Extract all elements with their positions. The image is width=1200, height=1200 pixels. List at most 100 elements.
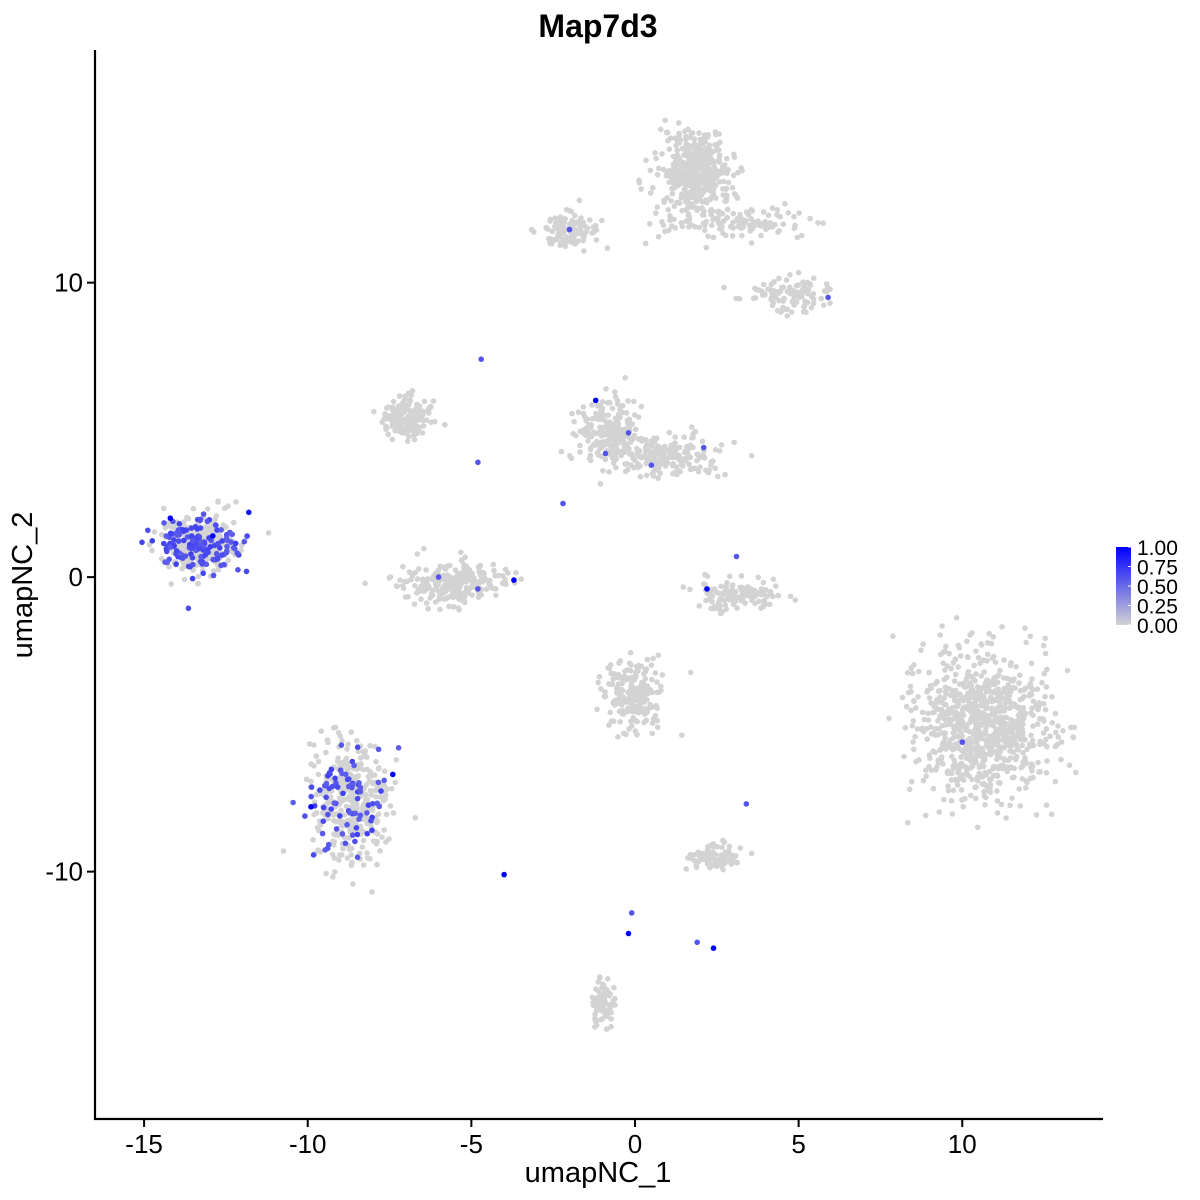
cell-point bbox=[1035, 706, 1041, 713]
cell-point bbox=[599, 399, 606, 405]
cell-point bbox=[658, 447, 664, 454]
cell-point bbox=[466, 577, 472, 583]
cell-point bbox=[1073, 769, 1079, 776]
cell-point bbox=[977, 688, 984, 695]
cell-point bbox=[991, 689, 997, 696]
cell-point bbox=[402, 594, 409, 600]
cell-point bbox=[402, 393, 408, 400]
cell-point bbox=[810, 296, 817, 303]
cell-point bbox=[721, 192, 728, 198]
cell-point bbox=[320, 810, 326, 816]
expressing-cell-point bbox=[356, 780, 362, 786]
cell-point bbox=[975, 654, 982, 661]
cell-point bbox=[703, 244, 709, 251]
cell-point bbox=[364, 766, 371, 773]
expressing-cell-point bbox=[700, 444, 707, 451]
expressing-cell-point bbox=[161, 540, 167, 547]
highlight-layer bbox=[139, 226, 966, 951]
cell-point bbox=[774, 307, 781, 314]
cell-point bbox=[923, 773, 929, 779]
cell-point bbox=[1030, 774, 1036, 781]
cell-point bbox=[616, 708, 623, 715]
expressing-cell-point bbox=[235, 567, 241, 573]
cell-point bbox=[331, 869, 338, 875]
cell-point bbox=[693, 142, 699, 148]
cell-point bbox=[215, 566, 222, 573]
cell-point bbox=[785, 210, 792, 216]
cell-point bbox=[609, 405, 616, 412]
cell-point bbox=[638, 186, 644, 192]
expressing-cell-point bbox=[375, 746, 382, 753]
cell-point bbox=[692, 224, 698, 230]
cell-point bbox=[960, 803, 966, 810]
cell-point bbox=[1004, 727, 1011, 734]
cell-point bbox=[659, 672, 666, 678]
cell-point bbox=[632, 457, 638, 464]
cell-point bbox=[338, 822, 344, 829]
cell-point bbox=[726, 843, 733, 850]
cell-point bbox=[973, 648, 979, 654]
cell-point bbox=[989, 655, 996, 661]
cell-point bbox=[760, 579, 767, 586]
expressing-cell-point bbox=[710, 945, 717, 951]
cell-point bbox=[963, 724, 970, 730]
cell-point bbox=[265, 530, 272, 536]
cell-point bbox=[904, 670, 911, 676]
cell-point bbox=[429, 587, 436, 594]
cell-point bbox=[709, 852, 716, 858]
cell-point bbox=[311, 811, 317, 818]
cell-point bbox=[959, 797, 965, 803]
expressing-cell-point bbox=[207, 544, 214, 550]
cell-point bbox=[414, 576, 421, 582]
cell-point bbox=[1013, 721, 1019, 728]
cell-point bbox=[997, 667, 1003, 674]
cell-point bbox=[596, 974, 603, 980]
y-tick-label: 0 bbox=[69, 562, 83, 592]
cell-point bbox=[984, 719, 990, 725]
cell-point bbox=[787, 284, 793, 291]
cell-point bbox=[647, 167, 654, 174]
cell-point bbox=[1015, 747, 1022, 753]
cell-point bbox=[815, 220, 821, 226]
cell-point bbox=[493, 592, 499, 599]
cell-point bbox=[671, 175, 678, 182]
expressing-cell-point bbox=[186, 541, 193, 548]
cell-point bbox=[715, 473, 721, 480]
expressing-cell-point bbox=[182, 553, 189, 559]
cell-point bbox=[650, 655, 656, 662]
cell-point bbox=[606, 722, 612, 728]
cell-point bbox=[426, 410, 432, 416]
cell-point bbox=[967, 757, 973, 764]
cell-point bbox=[1044, 666, 1050, 673]
cell-point bbox=[1002, 700, 1009, 706]
cell-point bbox=[749, 208, 756, 214]
cell-point bbox=[571, 418, 577, 425]
cell-point bbox=[680, 584, 687, 590]
cell-point bbox=[489, 585, 496, 591]
cell-point bbox=[415, 566, 422, 572]
cell-point bbox=[576, 197, 583, 204]
cell-point bbox=[440, 575, 447, 581]
cell-point bbox=[622, 699, 629, 705]
expressing-cell-point bbox=[743, 801, 750, 807]
cell-point bbox=[1055, 734, 1062, 740]
cell-point bbox=[735, 218, 741, 225]
cell-point bbox=[692, 428, 699, 435]
cell-point bbox=[1017, 803, 1024, 809]
cell-point bbox=[694, 207, 700, 214]
cell-point bbox=[195, 573, 202, 580]
cell-point bbox=[697, 464, 703, 470]
cell-point bbox=[604, 245, 611, 251]
cell-point bbox=[671, 203, 678, 210]
cell-point bbox=[928, 767, 935, 773]
cell-point bbox=[820, 220, 826, 226]
cell-point bbox=[937, 632, 943, 638]
cell-point bbox=[462, 554, 469, 560]
cell-point bbox=[934, 678, 940, 685]
cell-point bbox=[1011, 765, 1017, 772]
cell-point bbox=[678, 455, 684, 462]
cell-point bbox=[933, 767, 939, 773]
cell-point bbox=[390, 810, 397, 816]
cell-point bbox=[942, 730, 948, 736]
